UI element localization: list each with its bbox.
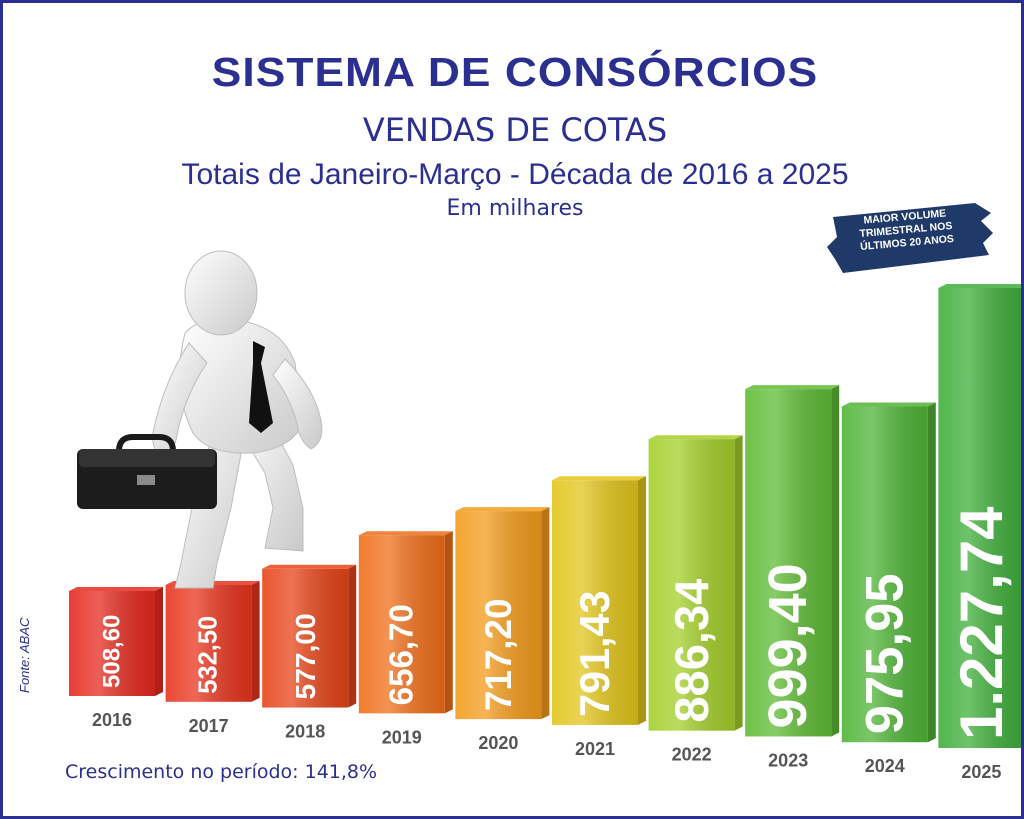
value-label-2024: 975,95 bbox=[855, 573, 914, 734]
bar-2019: 656,70 2019 bbox=[358, 531, 453, 747]
bar-2020: 717,20 2020 bbox=[455, 507, 550, 753]
bar-top-2025 bbox=[938, 284, 1021, 288]
value-label-2019: 656,70 bbox=[383, 604, 420, 705]
year-label-2018: 2018 bbox=[285, 722, 325, 742]
bar-shine-2021 bbox=[552, 480, 638, 725]
bar-top-2022 bbox=[648, 435, 743, 440]
bar-shine-2016 bbox=[69, 591, 155, 696]
bar-shine-2019 bbox=[358, 535, 445, 714]
bar-shine-2025 bbox=[938, 288, 1021, 748]
bar-2025: 1.227,74 2025 bbox=[938, 284, 1021, 782]
chart-title: SISTEMA DE CONSÓRCIOS bbox=[211, 49, 819, 95]
bar-2017: 532,50 2017 bbox=[165, 580, 260, 736]
bar-shine-2024 bbox=[841, 406, 928, 743]
bar-side-2018 bbox=[348, 564, 357, 708]
chart-unit: Em milhares bbox=[446, 196, 584, 221]
bar-2022: 886,34 2022 bbox=[648, 435, 743, 765]
year-label-2024: 2024 bbox=[865, 756, 905, 776]
bar-2023: 999,40 2023 bbox=[745, 385, 840, 770]
chart-period: Totais de Janeiro-Março - Década de 2016… bbox=[181, 158, 849, 191]
bar-top-2024 bbox=[841, 402, 936, 407]
bar-side-2020 bbox=[541, 507, 550, 720]
bar-shine-2017 bbox=[165, 584, 252, 702]
bar-shine-2022 bbox=[648, 439, 735, 731]
value-label-2016: 508,60 bbox=[99, 615, 126, 688]
year-label-2016: 2016 bbox=[92, 710, 132, 730]
bar-shine-2020 bbox=[455, 511, 542, 720]
bar-top-2019 bbox=[358, 531, 453, 536]
year-label-2025: 2025 bbox=[961, 762, 1001, 782]
year-label-2019: 2019 bbox=[382, 727, 422, 747]
bar-2018: 577,00 2018 bbox=[262, 564, 357, 742]
value-label-2020: 717,20 bbox=[478, 599, 519, 712]
bar-chart: 508,60 2016 532,50 2017 577,00 2018 656,70 2019… bbox=[69, 250, 1021, 782]
bar-side-2016 bbox=[155, 587, 163, 696]
year-label-2017: 2017 bbox=[189, 716, 229, 736]
year-label-2022: 2022 bbox=[672, 745, 712, 765]
bar-top-2020 bbox=[455, 507, 550, 512]
briefcase-icon bbox=[77, 434, 217, 509]
chart-subtitle: VENDAS DE COTAS bbox=[362, 111, 668, 149]
bar-top-2018 bbox=[262, 564, 357, 569]
bar-side-2022 bbox=[734, 435, 743, 731]
value-label-2018: 577,00 bbox=[289, 613, 321, 699]
bar-top-2023 bbox=[745, 385, 840, 390]
bars-group: 508,60 2016 532,50 2017 577,00 2018 656,70 2019… bbox=[69, 284, 1021, 782]
value-label-2017: 532,50 bbox=[195, 616, 223, 694]
source-note: Fonte: ABAC bbox=[17, 617, 32, 693]
bar-shine-2023 bbox=[745, 389, 832, 737]
bar-side-2021 bbox=[638, 476, 646, 725]
bar-top-2021 bbox=[552, 476, 646, 481]
bar-top-2016 bbox=[69, 587, 163, 591]
value-label-2021: 791,43 bbox=[572, 591, 618, 717]
year-label-2020: 2020 bbox=[478, 733, 518, 753]
bar-2024: 975,95 2024 bbox=[841, 402, 936, 776]
year-label-2021: 2021 bbox=[575, 739, 615, 759]
growth-note: Crescimento no período: 141,8% bbox=[65, 761, 378, 783]
businessman-illustration bbox=[77, 250, 323, 589]
bar-side-2024 bbox=[927, 402, 936, 743]
bar-2021: 791,43 2021 bbox=[552, 476, 646, 759]
bar-shine-2018 bbox=[262, 568, 349, 708]
value-label-2022: 886,34 bbox=[665, 579, 718, 723]
bar-side-2019 bbox=[444, 531, 453, 714]
value-label-2025: 1.227,74 bbox=[948, 506, 1015, 740]
bar-2016: 508,60 2016 bbox=[69, 587, 163, 730]
value-label-2023: 999,40 bbox=[758, 563, 818, 728]
record-badge bbox=[827, 203, 993, 273]
year-label-2023: 2023 bbox=[768, 750, 808, 770]
bar-side-2017 bbox=[251, 580, 260, 702]
bar-side-2023 bbox=[831, 385, 840, 737]
